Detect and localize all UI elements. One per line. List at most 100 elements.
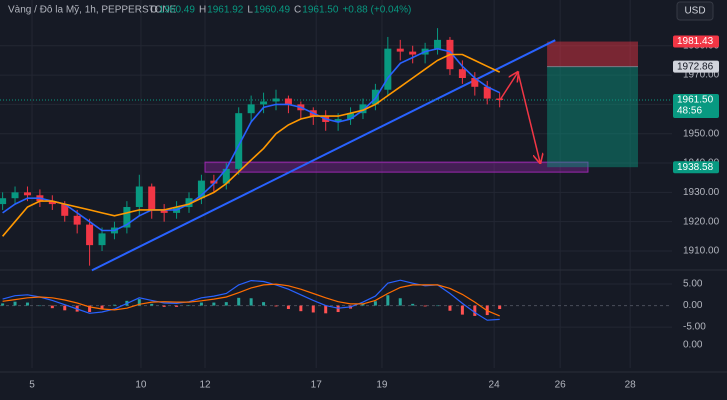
macd-histogram [224,302,228,306]
x-tick-label: 10 [135,380,147,391]
macd-histogram [212,302,216,306]
macd-histogram [150,303,154,306]
candle-body [235,113,243,169]
macd-histogram [423,305,427,307]
macd-histogram [398,298,402,306]
y-tick-label: 1930.00 [683,187,720,198]
candle-body [148,186,156,210]
macd-histogram [311,305,315,313]
macd-histogram [336,305,340,313]
candle-body [471,77,479,87]
macd-histogram [361,303,365,306]
candle-body [197,180,205,199]
macd-histogram [286,305,290,310]
countdown: 48:56 [677,106,702,117]
zone [204,161,589,173]
candle-body [11,192,19,199]
candle-body [98,233,106,246]
candle-body [284,98,292,105]
ohlc-label: C [294,5,301,16]
ohlc-label: O [150,5,158,16]
y-tick-label: 1950.00 [683,128,720,139]
candle-body [483,86,491,99]
candle-body [210,180,218,184]
macd-histogram [460,305,464,315]
x-tick-label: 17 [311,380,323,391]
symbol: Vàng / Đô la Mỹ, 1h, PEPPERSTONE [8,5,177,16]
macd-histogram [274,305,278,307]
signal-line [2,283,500,317]
x-tick-label: 26 [555,380,567,391]
ohlc-label: H [199,5,206,16]
projection-arrow [517,71,540,163]
macd-histogram [112,304,116,306]
candle-body [48,201,56,205]
ohlc-value: 1960.49 [254,5,291,16]
macd-histogram [262,302,266,306]
candle-body [123,207,131,228]
macd-histogram [373,301,377,306]
price-badge-label: 1972.86 [677,61,714,72]
y-tick-label: 1910.00 [683,246,720,257]
candle-body [496,98,504,100]
macd-histogram [299,305,303,312]
y-tick-label: 1970.00 [683,70,720,81]
candle-body [347,113,355,120]
macd-histogram [199,302,203,306]
moving-average [1,53,501,237]
macd-tick-label: 0.00 [683,300,703,311]
candle-body [359,104,367,114]
ohlc-value: 1960.49 [159,5,196,16]
moving-average [2,47,501,232]
x-tick-label: 24 [489,380,501,391]
macd-histogram [411,303,415,306]
macd-histogram [162,305,166,307]
candle-body [434,39,442,49]
macd-histogram [1,303,5,306]
candle-body [61,204,69,216]
y-tick-label: 1920.00 [683,216,720,227]
x-tick-label: 5 [29,380,35,391]
macd-histogram [50,305,54,309]
macd-histogram [63,305,67,311]
candle-body [409,51,417,55]
candle-body [222,168,230,184]
price-badge-label: 1938.58 [677,162,714,173]
candle-body [260,101,268,105]
ohlc-label: L [247,5,253,16]
macd-histogram [324,305,328,314]
projection-arrow [499,72,518,101]
candle-body [396,48,404,52]
x-tick-label: 19 [376,380,388,391]
header: Vàng / Đô la Mỹ, 1h, PEPPERSTONE O 1960.4… [8,5,411,16]
macd-histogram [88,305,92,313]
macd-tick-label: -5.00 [683,322,706,333]
currency-button[interactable] [676,1,714,21]
price-badge-label: 1981.43 [677,36,714,47]
macd-histogram [38,305,42,307]
macd-extra-label: 0.00 [683,340,703,351]
currency[interactable]: USD [684,6,705,17]
candle-body [23,192,31,196]
macd-line [2,279,500,321]
macd-histogram [237,297,241,306]
candle-body [272,98,280,102]
candle-body [334,119,342,122]
candle-body [185,198,193,208]
macd-histogram [25,302,29,306]
candle-body [0,198,7,205]
macd-histogram [137,299,141,306]
x-tick-label: 12 [199,380,211,391]
target-zone [547,66,638,168]
candle-body [247,104,255,114]
macd-histogram [448,305,452,311]
price-badge [673,60,719,73]
macd-histogram [175,305,179,307]
macd-tick-label: 5.00 [683,279,703,290]
macd-histogram [249,298,253,306]
macd-histogram [187,305,191,306]
candle-body [384,48,392,90]
ohlc-value: 1961.50 [302,5,339,16]
